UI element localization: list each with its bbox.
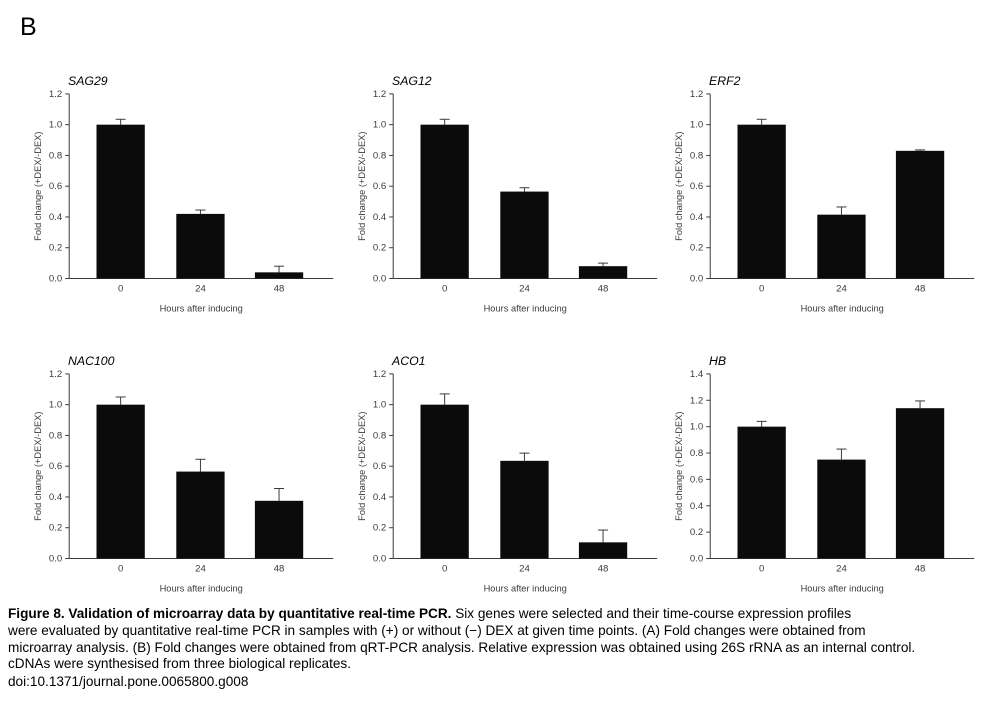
svg-text:0.8: 0.8 [373, 150, 386, 161]
svg-text:1.0: 1.0 [49, 120, 62, 131]
svg-text:0.2: 0.2 [373, 523, 386, 534]
svg-text:0.8: 0.8 [49, 430, 62, 441]
svg-text:0.6: 0.6 [689, 474, 702, 485]
svg-text:0: 0 [442, 564, 447, 575]
svg-text:0.6: 0.6 [689, 181, 702, 192]
svg-text:0: 0 [758, 564, 763, 575]
svg-text:24: 24 [519, 284, 530, 295]
svg-text:0.0: 0.0 [373, 554, 386, 565]
svg-text:Hours after inducing: Hours after inducing [800, 304, 883, 314]
svg-text:0.2: 0.2 [689, 243, 702, 254]
svg-text:0.0: 0.0 [689, 274, 702, 285]
svg-text:0.4: 0.4 [49, 212, 63, 223]
svg-text:0.2: 0.2 [49, 523, 62, 534]
svg-text:0.8: 0.8 [689, 448, 702, 459]
svg-text:SAG12: SAG12 [392, 74, 432, 88]
svg-text:Fold change (+DEX/-DEX): Fold change (+DEX/-DEX) [33, 412, 43, 521]
svg-text:48: 48 [914, 284, 925, 295]
svg-text:0.4: 0.4 [373, 212, 387, 223]
svg-text:0.4: 0.4 [689, 212, 703, 223]
svg-text:24: 24 [519, 564, 530, 575]
svg-text:Fold change (+DEX/-DEX): Fold change (+DEX/-DEX) [33, 132, 43, 241]
svg-text:0.6: 0.6 [373, 181, 386, 192]
svg-text:0.4: 0.4 [689, 501, 703, 512]
svg-text:48: 48 [914, 564, 925, 575]
svg-text:Fold change (+DEX/-DEX): Fold change (+DEX/-DEX) [357, 132, 367, 241]
svg-text:1.2: 1.2 [49, 369, 62, 380]
svg-text:1.2: 1.2 [373, 89, 386, 100]
svg-text:0.6: 0.6 [49, 461, 62, 472]
svg-text:Hours after inducing: Hours after inducing [160, 584, 243, 594]
svg-text:1.4: 1.4 [689, 369, 703, 380]
svg-text:0.6: 0.6 [49, 181, 62, 192]
svg-text:0.4: 0.4 [49, 492, 63, 503]
svg-text:24: 24 [836, 564, 847, 575]
svg-text:1.0: 1.0 [689, 120, 702, 131]
svg-text:0.2: 0.2 [373, 243, 386, 254]
svg-text:48: 48 [598, 284, 609, 295]
svg-text:1.0: 1.0 [49, 400, 62, 411]
svg-text:ACO1: ACO1 [391, 354, 426, 368]
svg-text:1.0: 1.0 [373, 400, 386, 411]
svg-text:Hours after inducing: Hours after inducing [484, 304, 567, 314]
svg-text:1.2: 1.2 [373, 369, 386, 380]
svg-text:1.0: 1.0 [689, 422, 702, 433]
svg-text:0.0: 0.0 [689, 554, 702, 565]
svg-text:0.2: 0.2 [49, 243, 62, 254]
svg-text:24: 24 [195, 284, 206, 295]
svg-text:1.2: 1.2 [689, 89, 702, 100]
svg-text:0.6: 0.6 [373, 461, 386, 472]
svg-text:Hours after inducing: Hours after inducing [160, 304, 243, 314]
svg-text:NAC100: NAC100 [68, 354, 115, 368]
svg-text:Fold change (+DEX/-DEX): Fold change (+DEX/-DEX) [674, 412, 684, 521]
svg-text:24: 24 [836, 284, 847, 295]
svg-text:1.2: 1.2 [689, 395, 702, 406]
svg-text:48: 48 [274, 284, 285, 295]
svg-text:Hours after inducing: Hours after inducing [484, 584, 567, 594]
svg-text:Fold change (+DEX/-DEX): Fold change (+DEX/-DEX) [357, 412, 367, 521]
svg-text:0.0: 0.0 [49, 554, 62, 565]
svg-text:HB: HB [709, 354, 726, 368]
svg-text:48: 48 [598, 564, 609, 575]
svg-text:24: 24 [195, 564, 206, 575]
svg-text:1.0: 1.0 [373, 120, 386, 131]
svg-text:0.2: 0.2 [689, 527, 702, 538]
svg-text:0.0: 0.0 [373, 274, 386, 285]
svg-text:0.8: 0.8 [373, 430, 386, 441]
svg-text:Hours after inducing: Hours after inducing [800, 584, 883, 594]
svg-text:0: 0 [758, 284, 763, 295]
svg-text:0: 0 [118, 284, 123, 295]
svg-text:0.4: 0.4 [373, 492, 387, 503]
svg-text:1.2: 1.2 [49, 89, 62, 100]
svg-text:0: 0 [442, 284, 447, 295]
svg-text:SAG29: SAG29 [68, 74, 108, 88]
svg-text:0.0: 0.0 [49, 274, 62, 285]
svg-text:48: 48 [274, 564, 285, 575]
svg-text:ERF2: ERF2 [709, 74, 741, 88]
svg-text:0.8: 0.8 [49, 150, 62, 161]
svg-text:0.8: 0.8 [689, 150, 702, 161]
svg-text:Fold change (+DEX/-DEX): Fold change (+DEX/-DEX) [674, 132, 684, 241]
svg-text:0: 0 [118, 564, 123, 575]
